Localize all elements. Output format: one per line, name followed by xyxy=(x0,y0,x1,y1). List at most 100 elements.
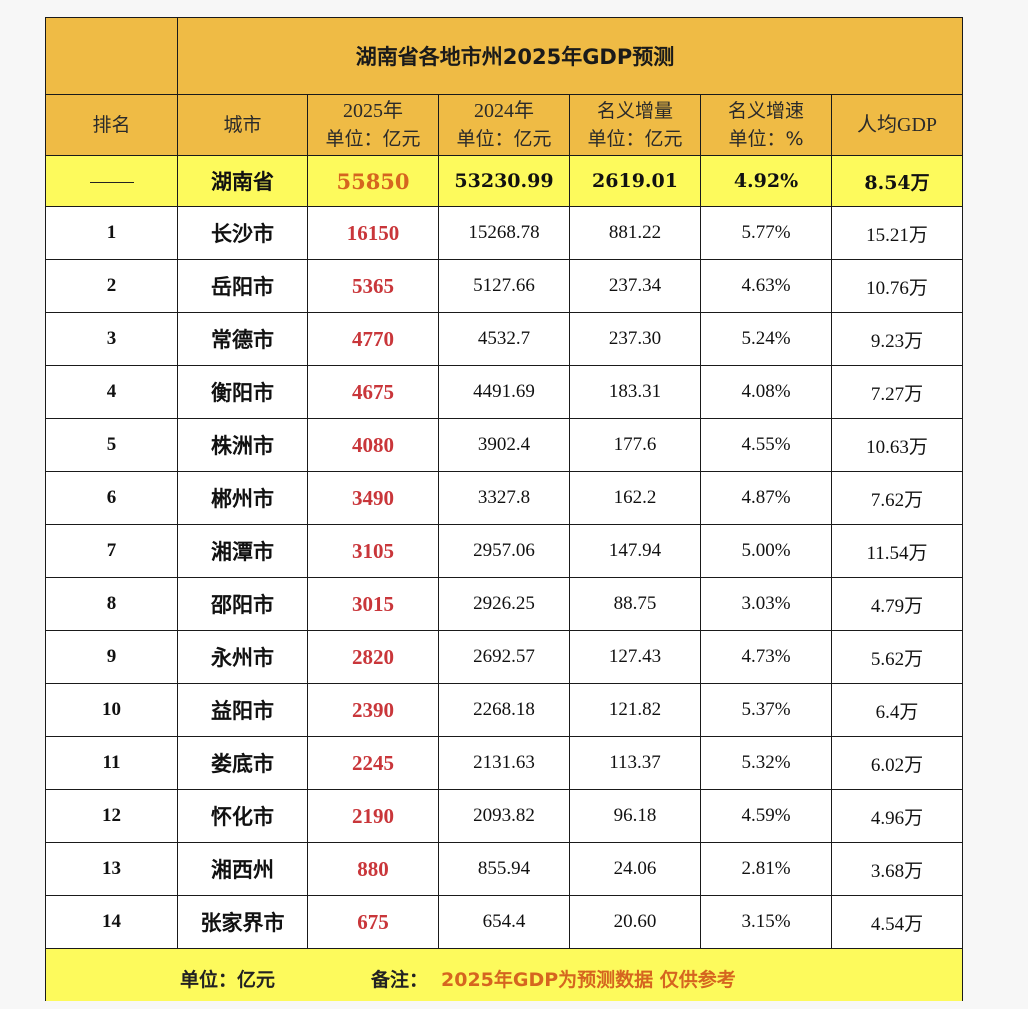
table-cell-increase: 96.18 xyxy=(569,789,701,843)
table-cell-city: 邵阳市 xyxy=(177,577,308,631)
table-cell-per-capita: 3.68万 xyxy=(830,842,964,896)
table-title: 湖南省各地市州2025年GDP预测 xyxy=(355,45,675,69)
table-cell-city: 益阳市 xyxy=(177,683,308,737)
header-gdp2025-unit: 单位：亿元 xyxy=(325,128,421,150)
table-cell-increase: 177.6 xyxy=(569,418,701,472)
table-cell-rank: 6 xyxy=(45,471,178,525)
header-growth-unit: 单位：% xyxy=(728,128,804,150)
table-cell-gdp2024: 2093.82 xyxy=(438,789,570,843)
header-gdp2024: 2024年 单位：亿元 xyxy=(438,94,570,156)
table-cell-rank: 8 xyxy=(45,577,178,631)
table-cell-per-capita: 7.62万 xyxy=(830,471,964,525)
table-cell-gdp2025: 3105 xyxy=(307,524,439,578)
table-cell-growth: 4.63% xyxy=(700,259,832,313)
table-cell-gdp2025: 3015 xyxy=(307,577,439,631)
gdp-forecast-table: 湖南省各地市州2025年GDP预测 排名 城市 2025年 单位：亿元 2024… xyxy=(44,17,964,1001)
table-cell-increase: 881.22 xyxy=(569,206,701,260)
table-cell-growth: 5.77% xyxy=(700,206,832,260)
table-cell-city: 衡阳市 xyxy=(177,365,308,419)
table-cell-increase: 113.37 xyxy=(569,736,701,790)
table-cell-gdp2024: 4532.7 xyxy=(438,312,570,366)
table-cell-gdp2025: 675 xyxy=(307,895,439,949)
footer-row: 单位：亿元 备注： 2025年GDP为预测数据 仅供参考 xyxy=(44,948,964,1001)
table-cell-per-capita: 11.54万 xyxy=(830,524,964,578)
table-cell-growth: 4.87% xyxy=(700,471,832,525)
table-cell-gdp2025: 2245 xyxy=(307,736,439,790)
table-cell-growth: 5.24% xyxy=(700,312,832,366)
table-cell-increase: 147.94 xyxy=(569,524,701,578)
table-cell-gdp2025: 2190 xyxy=(307,789,439,843)
table-row: 7 湘潭市 3105 2957.06 147.94 5.00% 11.54万 xyxy=(45,524,964,578)
table-cell-city: 永州市 xyxy=(177,630,308,684)
table-cell-increase: 237.30 xyxy=(569,312,701,366)
province-total-row: 湖南省 55850 53230.99 2619.01 4.92% 8.54万 xyxy=(45,155,964,207)
table-cell-city: 岳阳市 xyxy=(177,259,308,313)
table-cell-gdp2024: 3327.8 xyxy=(438,471,570,525)
table-cell-rank: 5 xyxy=(45,418,178,472)
footer-cell: 单位：亿元 备注： 2025年GDP为预测数据 仅供参考 xyxy=(44,948,964,1001)
table-cell-increase: 24.06 xyxy=(569,842,701,896)
header-nominal-growth: 名义增速 单位：% xyxy=(700,94,832,156)
header-increase-unit: 单位：亿元 xyxy=(587,128,683,150)
table-cell-rank: 11 xyxy=(45,736,178,790)
table-cell-rank: 4 xyxy=(45,365,178,419)
header-growth-title: 名义增速 xyxy=(727,100,804,122)
table-cell-growth: 3.03% xyxy=(700,577,832,631)
total-gdp2024: 53230.99 xyxy=(438,155,570,207)
table-cell-gdp2024: 5127.66 xyxy=(438,259,570,313)
header-rank: 排名 xyxy=(45,94,178,156)
table-cell-growth: 4.55% xyxy=(700,418,832,472)
table-cell-per-capita: 7.27万 xyxy=(830,365,964,419)
header-row: 排名 城市 2025年 单位：亿元 2024年 单位：亿元 名义增量 单位：亿元… xyxy=(45,94,964,156)
table-cell-growth: 3.15% xyxy=(700,895,832,949)
table-cell-gdp2025: 5365 xyxy=(307,259,439,313)
table-cell-rank: 14 xyxy=(45,895,178,949)
table-cell-growth: 5.32% xyxy=(700,736,832,790)
table-cell-gdp2024: 2268.18 xyxy=(438,683,570,737)
table-cell-gdp2024: 2692.57 xyxy=(438,630,570,684)
table-cell-rank: 12 xyxy=(45,789,178,843)
header-gdp2025-year: 2025年 xyxy=(343,100,403,122)
table-cell-increase: 237.34 xyxy=(569,259,701,313)
table-cell-rank: 2 xyxy=(45,259,178,313)
table-cell-city: 长沙市 xyxy=(177,206,308,260)
table-row: 8 邵阳市 3015 2926.25 88.75 3.03% 4.79万 xyxy=(45,577,964,631)
table-cell-city: 张家界市 xyxy=(177,895,308,949)
title-cell: 湖南省各地市州2025年GDP预测 xyxy=(176,17,964,95)
table-cell-increase: 127.43 xyxy=(569,630,701,684)
table-cell-per-capita: 10.76万 xyxy=(830,259,964,313)
table-cell-growth: 4.73% xyxy=(700,630,832,684)
table-cell-increase: 162.2 xyxy=(569,471,701,525)
table-cell-per-capita: 5.62万 xyxy=(830,630,964,684)
header-gdp2025: 2025年 单位：亿元 xyxy=(307,94,439,156)
table-cell-gdp2025: 2820 xyxy=(307,630,439,684)
table-row: 6 郴州市 3490 3327.8 162.2 4.87% 7.62万 xyxy=(45,471,964,525)
table-cell-rank: 9 xyxy=(45,630,178,684)
table-cell-per-capita: 4.54万 xyxy=(830,895,964,949)
header-increase-title: 名义增量 xyxy=(596,100,673,122)
table-row: 1 长沙市 16150 15268.78 881.22 5.77% 15.21万 xyxy=(45,206,964,260)
table-cell-per-capita: 10.63万 xyxy=(830,418,964,472)
total-increase: 2619.01 xyxy=(569,155,701,207)
table-cell-rank: 10 xyxy=(45,683,178,737)
table-cell-rank: 3 xyxy=(45,312,178,366)
table-cell-city: 湘潭市 xyxy=(177,524,308,578)
table-row: 3 常德市 4770 4532.7 237.30 5.24% 9.23万 xyxy=(45,312,964,366)
table-row: 14 张家界市 675 654.4 20.60 3.15% 4.54万 xyxy=(45,895,964,949)
table-cell-rank: 7 xyxy=(45,524,178,578)
table-cell-gdp2025: 4080 xyxy=(307,418,439,472)
table-cell-gdp2024: 3902.4 xyxy=(438,418,570,472)
table-cell-gdp2025: 4675 xyxy=(307,365,439,419)
table-cell-gdp2024: 654.4 xyxy=(438,895,570,949)
footer-unit: 单位：亿元 xyxy=(180,969,276,991)
header-per-capita: 人均GDP xyxy=(830,94,964,156)
table-cell-growth: 4.59% xyxy=(700,789,832,843)
table-cell-increase: 183.31 xyxy=(569,365,701,419)
header-gdp2024-year: 2024年 xyxy=(474,100,534,122)
table-cell-city: 株洲市 xyxy=(177,418,308,472)
table-cell-per-capita: 6.4万 xyxy=(830,683,964,737)
total-city: 湖南省 xyxy=(177,155,308,207)
table-row: 11 娄底市 2245 2131.63 113.37 5.32% 6.02万 xyxy=(45,736,964,790)
table-cell-gdp2025: 880 xyxy=(307,842,439,896)
total-rank xyxy=(45,155,178,207)
